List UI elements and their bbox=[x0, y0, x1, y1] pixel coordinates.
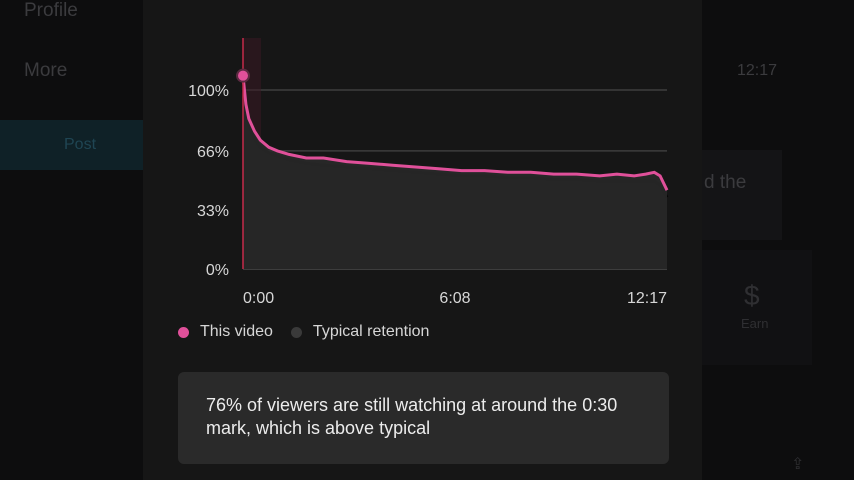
legend-typical-label: Typical retention bbox=[312, 323, 430, 340]
retention-chart: 0% 33% 66% 100% 0:00 6:08 12:17 bbox=[188, 38, 669, 307]
background-time-label: 12:17 bbox=[737, 62, 778, 79]
x-tick-label: 0:00 bbox=[243, 290, 274, 307]
retention-sheet: 0% 33% 66% 100% 0:00 6:08 12:17 This video Ty… bbox=[143, 0, 702, 480]
insight-text: 76% of viewers are still watching at aro… bbox=[206, 395, 618, 438]
legend-this-video-label: This video bbox=[200, 323, 273, 340]
typical-retention-swatch bbox=[290, 326, 302, 338]
legend-this-video: This video bbox=[178, 323, 273, 341]
background-profile-label: Profile bbox=[24, 0, 78, 21]
background-post-panel bbox=[0, 120, 150, 170]
insight-card: 76% of viewers are still watching at aro… bbox=[178, 372, 669, 464]
background-right-panel bbox=[700, 150, 782, 240]
y-tick-label: 100% bbox=[188, 83, 229, 100]
this-video-line bbox=[241, 75, 669, 191]
y-tick-label: 0% bbox=[206, 262, 229, 279]
y-axis-labels: 0% 33% 66% 100% bbox=[188, 83, 229, 279]
x-axis-labels: 0:00 6:08 12:17 bbox=[243, 290, 667, 307]
legend-typical: Typical retention bbox=[290, 323, 430, 341]
this-video-area bbox=[243, 75, 667, 269]
y-tick-label: 33% bbox=[197, 203, 229, 220]
x-tick-label: 6:08 bbox=[439, 290, 470, 307]
background-post-label: Post bbox=[64, 136, 97, 153]
chart-legend: This video Typical retention bbox=[178, 321, 447, 343]
background-earn-label: Earn bbox=[741, 316, 769, 331]
upload-icon: ⇪ bbox=[791, 456, 805, 473]
dollar-icon: $ bbox=[744, 280, 760, 311]
this-video-swatch bbox=[178, 326, 189, 338]
background-earn-card bbox=[700, 250, 812, 365]
x-tick-label: 12:17 bbox=[627, 290, 667, 307]
y-tick-label: 66% bbox=[197, 144, 229, 161]
this-video-start-marker bbox=[236, 68, 250, 83]
background-partial-text: d the bbox=[704, 172, 747, 193]
background-more-label: More bbox=[24, 60, 68, 81]
